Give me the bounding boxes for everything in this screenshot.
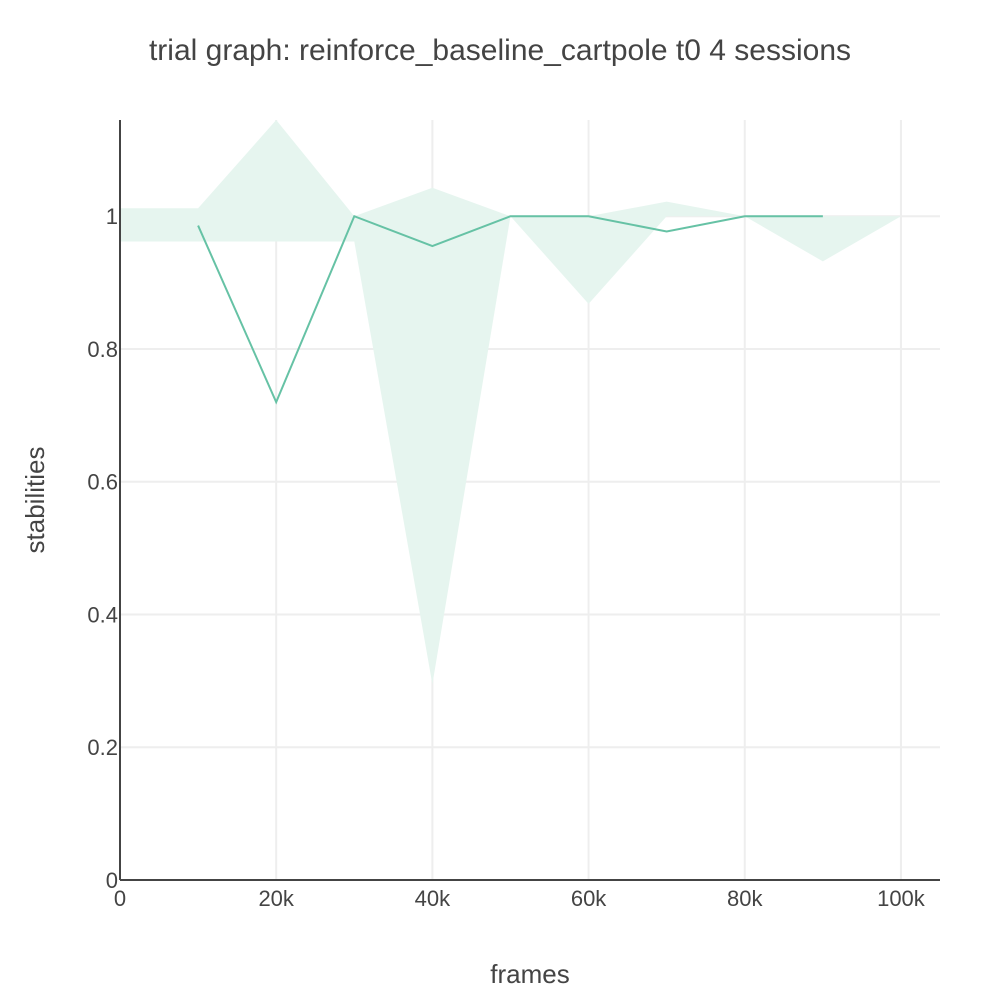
x-tick-label: 60k <box>571 886 607 911</box>
x-tick-label: 100k <box>877 886 926 911</box>
y-tick-label: 0.2 <box>87 735 118 760</box>
axes <box>119 120 940 881</box>
y-tick-label: 0.6 <box>87 470 118 495</box>
y-tick-label: 0.8 <box>87 337 118 362</box>
y-axis-title: stabilities <box>20 447 50 554</box>
x-tick-label: 20k <box>258 886 294 911</box>
y-tick-labels: 0 0.2 0.4 0.6 0.8 1 <box>87 204 118 893</box>
y-tick-label: 1 <box>106 204 118 229</box>
y-tick-label: 0.4 <box>87 602 118 627</box>
x-tick-label: 80k <box>727 886 763 911</box>
series-line <box>197 214 823 405</box>
y-tick-label: 0 <box>106 868 118 893</box>
x-tick-label: 40k <box>415 886 451 911</box>
x-axis-title: frames <box>490 959 569 989</box>
x-tick-label: 0 <box>114 886 126 911</box>
confidence-band <box>120 120 901 685</box>
x-tick-labels: 0 20k 40k 60k 80k 100k <box>114 886 926 911</box>
chart-title: trial graph: reinforce_baseline_cartpole… <box>149 34 851 67</box>
